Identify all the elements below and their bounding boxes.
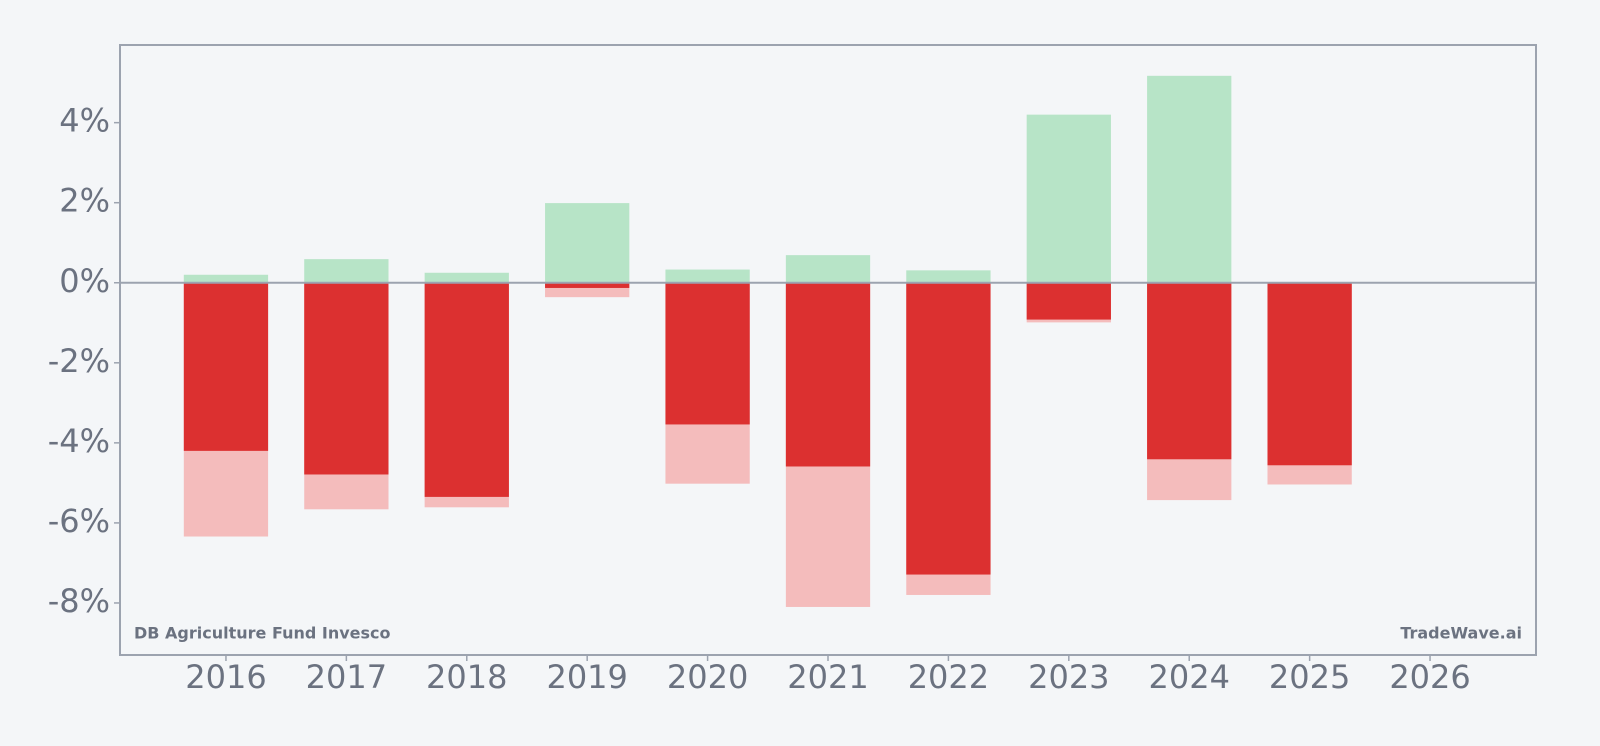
bar <box>1147 282 1232 460</box>
bar <box>545 282 630 288</box>
x-tick-label: 2020 <box>667 658 748 696</box>
y-tick-label: -6% <box>48 502 110 540</box>
bar <box>906 270 991 283</box>
bar <box>304 259 389 283</box>
y-tick-label: 2% <box>59 182 110 220</box>
bar <box>906 282 991 575</box>
y-tick-label: -8% <box>48 582 110 620</box>
x-tick-label: 2024 <box>1149 658 1230 696</box>
bar <box>183 282 269 451</box>
bar <box>1147 75 1232 283</box>
y-tick-label: -2% <box>48 342 110 380</box>
x-tick-label: 2023 <box>1028 658 1109 696</box>
x-tick-label: 2025 <box>1269 658 1350 696</box>
x-tick-label: 2016 <box>185 658 266 696</box>
bar <box>1267 282 1352 466</box>
bar <box>785 282 871 467</box>
bar <box>545 203 630 283</box>
y-tick-label: 4% <box>59 102 110 140</box>
x-tick-label: 2021 <box>787 658 868 696</box>
x-tick-label: 2022 <box>908 658 989 696</box>
bar <box>1026 282 1111 320</box>
x-tick-label: 2018 <box>426 658 507 696</box>
bar <box>665 282 750 425</box>
x-tick-label: 2017 <box>306 658 387 696</box>
x-tick-label: 2026 <box>1389 658 1470 696</box>
bar <box>424 282 509 497</box>
bar <box>1026 114 1111 283</box>
y-tick-label: 0% <box>59 262 110 300</box>
annotation: TradeWave.ai <box>1400 624 1522 643</box>
x-tick-label: 2019 <box>546 658 627 696</box>
annotation: DB Agriculture Fund Invesco <box>134 624 391 643</box>
bar <box>785 255 871 283</box>
y-tick-label: -4% <box>48 422 110 460</box>
bar <box>665 269 750 283</box>
bar <box>304 282 389 475</box>
bar <box>183 274 269 283</box>
bar <box>424 272 509 283</box>
